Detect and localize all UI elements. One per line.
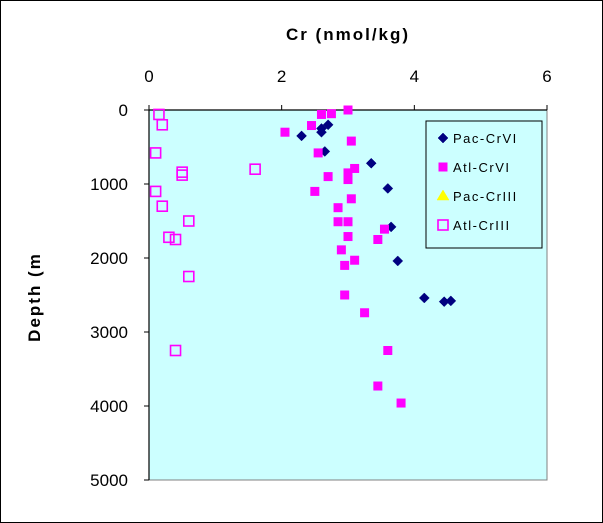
y-axis-label: Depth (m <box>25 252 44 342</box>
point-atl-crvi <box>333 217 343 227</box>
point-atl-crvi <box>316 109 326 119</box>
point-atl-crvi <box>343 217 353 227</box>
legend-marker-pac-crvi <box>437 132 449 144</box>
y-tick-label: 5000 <box>90 471 128 490</box>
point-pac-crvi <box>365 157 377 169</box>
legend-label-pac-crvi: Pac-CrVI <box>453 131 518 146</box>
legend-label-atl-crvi: Atl-CrVI <box>453 160 511 175</box>
legend-marker-pac-criii <box>436 189 450 201</box>
point-atl-crvi <box>346 194 356 204</box>
point-atl-crvi <box>343 232 353 242</box>
point-atl-crvi <box>326 109 336 119</box>
point-atl-crvi <box>396 398 406 408</box>
legend-marker-atl-crvi <box>438 162 448 172</box>
legend-label-atl-criii: Atl-CrIII <box>453 218 511 233</box>
point-atl-crvi <box>323 172 333 182</box>
point-atl-crvi <box>379 224 389 234</box>
point-atl-crvi <box>346 136 356 146</box>
point-pac-crvi <box>418 292 430 304</box>
point-atl-crvi <box>280 127 290 137</box>
y-tick-label: 3000 <box>90 323 128 342</box>
point-pac-crvi <box>316 126 327 138</box>
point-atl-crvi <box>373 381 383 391</box>
point-atl-criii <box>156 119 169 131</box>
point-atl-crvi <box>307 121 317 131</box>
legend-items: Pac-CrVI Atl-CrVI Pac-CrIII Atl-CrIII <box>436 131 518 233</box>
point-atl-crvi <box>336 245 346 255</box>
legend-marker-atl-criii <box>437 219 449 231</box>
point-atl-criii <box>169 344 182 357</box>
point-atl-crvi <box>333 203 343 213</box>
point-atl-crvi <box>310 186 320 196</box>
y-tick-label: 1000 <box>90 175 128 194</box>
point-atl-criii <box>149 185 162 198</box>
point-pac-crvi <box>392 255 404 267</box>
point-atl-criii <box>156 200 169 212</box>
y-tick-label: 2000 <box>90 249 128 268</box>
point-pac-crvi <box>382 183 394 194</box>
y-tick-label: 0 <box>119 101 128 120</box>
point-atl-crvi <box>360 308 370 318</box>
point-pac-crvi <box>445 295 457 307</box>
legend-box <box>425 120 543 249</box>
point-atl-crvi <box>340 260 350 270</box>
point-atl-criii <box>176 169 188 181</box>
point-atl-crvi <box>343 175 353 185</box>
x-tick-label: 4 <box>410 67 419 86</box>
x-tick-label: 2 <box>277 67 286 86</box>
axis-ticks: 0 2 4 6 0 1000 2000 3000 4000 5000 <box>90 67 552 490</box>
point-atl-criii <box>249 163 261 175</box>
point-atl-crvi <box>383 346 393 355</box>
point-atl-criii <box>163 231 175 244</box>
point-atl-crvi <box>343 168 353 178</box>
point-atl-criii <box>149 147 162 159</box>
point-atl-criii <box>183 270 195 283</box>
chart-title: Cr (nmol/kg) <box>286 25 410 44</box>
y-tick-label: 4000 <box>90 397 128 416</box>
point-pac-crvi <box>296 130 307 142</box>
point-atl-crvi <box>340 290 350 300</box>
point-atl-criii <box>183 215 195 227</box>
data-points <box>149 105 457 408</box>
x-tick-label: 0 <box>144 67 153 86</box>
point-atl-crvi <box>350 163 360 173</box>
point-atl-crvi <box>350 255 360 265</box>
point-atl-crvi <box>313 148 323 158</box>
point-atl-crvi <box>343 105 353 115</box>
point-atl-criii <box>169 233 182 246</box>
point-atl-crvi <box>373 235 383 244</box>
legend: Pac-CrVI Atl-CrVI Pac-CrIII Atl-CrIII <box>425 120 543 249</box>
legend-label-pac-criii: Pac-CrIII <box>453 189 518 204</box>
x-tick-label: 6 <box>542 67 551 86</box>
